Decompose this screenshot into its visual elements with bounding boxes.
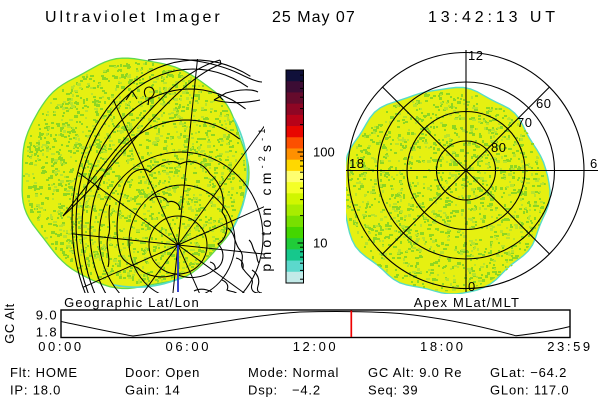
svg-text:GLat: −64.2: GLat: −64.2 (490, 365, 567, 380)
svg-text:Flt: HOME: Flt: HOME (10, 365, 78, 380)
svg-text:Mode: Normal: Mode: Normal (248, 365, 339, 380)
svg-text:00:00: 00:00 (38, 339, 84, 354)
svg-text:70: 70 (517, 115, 532, 130)
svg-text:Seq: 39: Seq: 39 (368, 383, 418, 398)
svg-text:−4.2: −4.2 (292, 383, 321, 398)
svg-text:10: 10 (313, 236, 327, 251)
svg-text:IP: 18.0: IP: 18.0 (10, 383, 61, 398)
svg-text:12: 12 (468, 48, 483, 63)
svg-text:Door: Open: Door: Open (125, 365, 200, 380)
svg-text:GC Alt: 9.0 Re: GC Alt: 9.0 Re (368, 365, 462, 380)
svg-text:6: 6 (590, 156, 597, 171)
svg-text:Geographic Lat/Lon: Geographic Lat/Lon (64, 295, 200, 310)
svg-text:13:42:13 UT: 13:42:13 UT (428, 9, 559, 26)
svg-text:Apex MLat/MLT: Apex MLat/MLT (414, 295, 520, 310)
svg-text:100: 100 (313, 145, 335, 160)
svg-text:18: 18 (349, 156, 364, 171)
svg-text:80: 80 (491, 140, 506, 155)
svg-text:Ultraviolet Imager: Ultraviolet Imager (45, 9, 223, 26)
svg-text:Dsp:: Dsp: (248, 383, 278, 398)
svg-text:Gain: 14: Gain: 14 (125, 383, 181, 398)
svg-text:0: 0 (468, 279, 475, 294)
svg-text:GLon: 117.0: GLon: 117.0 (490, 383, 569, 398)
svg-text:06:00: 06:00 (166, 339, 212, 354)
svg-text:9.0: 9.0 (36, 308, 58, 323)
svg-text:25 May 07: 25 May 07 (272, 9, 356, 26)
svg-text:photon cm-2s-1: photon cm-2s-1 (257, 124, 274, 271)
svg-text:18:00: 18:00 (420, 339, 466, 354)
svg-text:1.8: 1.8 (36, 325, 58, 340)
svg-text:12:00: 12:00 (293, 339, 339, 354)
svg-text:60: 60 (536, 96, 551, 111)
svg-text:GC Alt: GC Alt (2, 303, 17, 344)
svg-text:23:59: 23:59 (547, 339, 593, 354)
